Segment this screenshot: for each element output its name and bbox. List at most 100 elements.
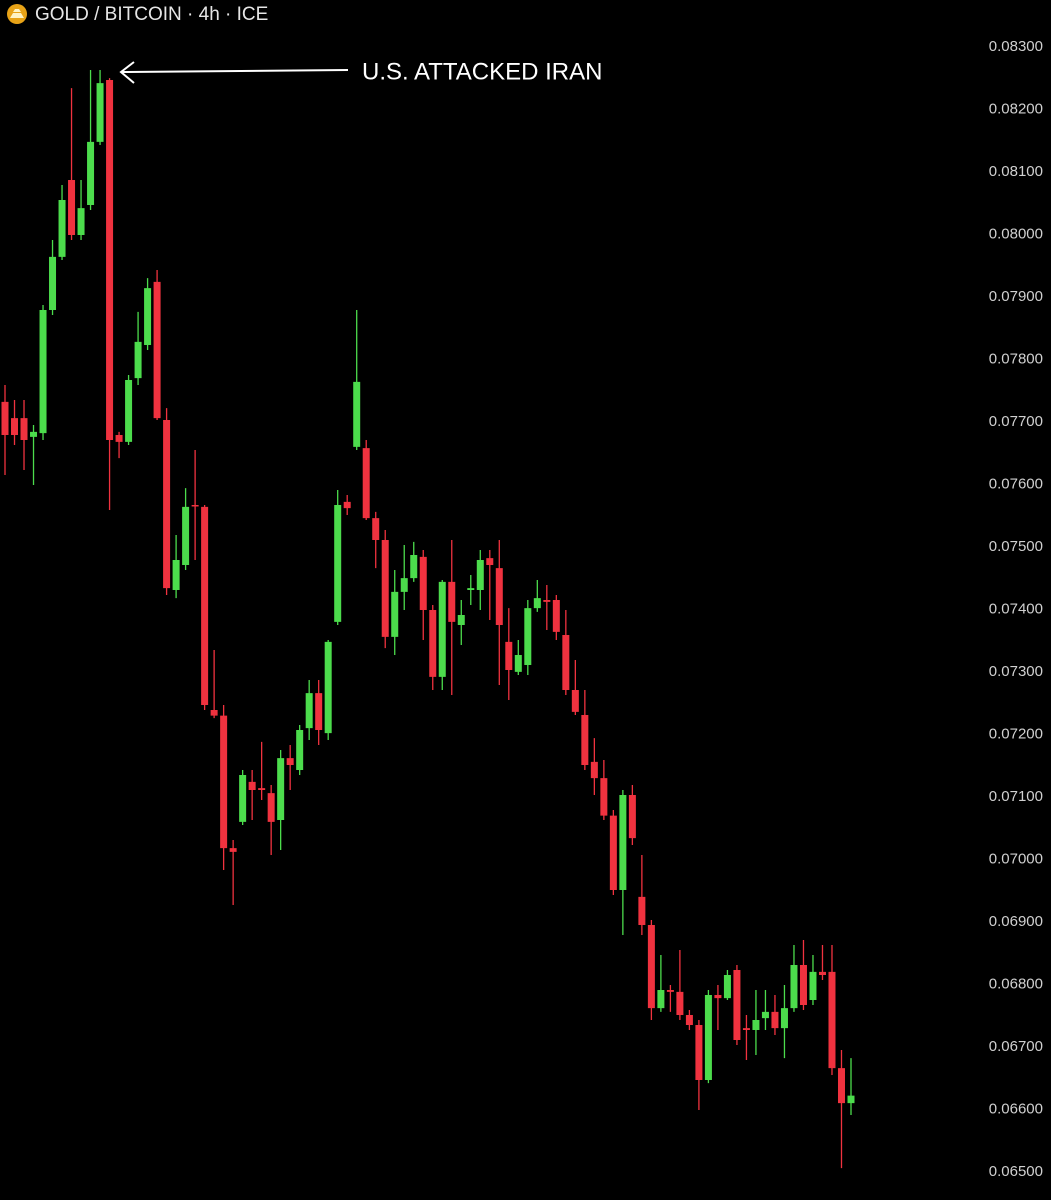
candle-body — [524, 608, 532, 665]
candle-body — [780, 1008, 788, 1029]
candle-body — [457, 615, 465, 625]
candle-body — [790, 965, 798, 1009]
candle-body — [600, 778, 608, 816]
candle-body — [324, 641, 332, 734]
candle-body — [657, 990, 665, 1009]
candle-body — [828, 971, 836, 1069]
candle-body — [153, 281, 161, 419]
candle-body — [438, 581, 446, 677]
candle-body — [258, 788, 266, 790]
candle-body — [400, 578, 408, 592]
candle-body — [676, 991, 684, 1015]
candle-body — [448, 581, 456, 622]
y-tick-label: 0.07900 — [989, 288, 1043, 305]
y-tick-label: 0.07200 — [989, 725, 1043, 742]
candle-body — [609, 815, 617, 890]
candle-body — [49, 256, 57, 310]
y-tick-label: 0.06500 — [989, 1163, 1043, 1180]
y-tick-label: 0.07800 — [989, 350, 1043, 367]
candle-body — [20, 418, 28, 440]
candle-body — [125, 380, 133, 442]
y-tick-label: 0.07500 — [989, 538, 1043, 555]
candle-body — [581, 715, 589, 765]
candle-body — [391, 591, 399, 637]
candle-body — [87, 141, 95, 205]
candle-body — [381, 540, 389, 637]
candle-body — [628, 795, 636, 839]
candle-body — [343, 501, 351, 509]
candle-body — [590, 761, 598, 779]
candle-body — [229, 848, 237, 852]
candle-body — [172, 560, 180, 590]
candle-body — [638, 896, 646, 925]
y-tick-label: 0.06700 — [989, 1038, 1043, 1055]
candle-body — [277, 758, 285, 820]
candle-body — [1, 401, 9, 435]
candle-body — [723, 975, 731, 999]
candle-body — [666, 990, 674, 992]
symbol-icon — [7, 4, 27, 24]
candle-body — [353, 381, 361, 447]
candle-body — [210, 710, 218, 716]
y-tick-label: 0.07600 — [989, 475, 1043, 492]
candle-body — [39, 310, 47, 434]
candle-body — [514, 655, 522, 672]
candle-body — [372, 518, 380, 540]
candle-body — [239, 775, 247, 822]
y-tick-label: 0.07700 — [989, 413, 1043, 430]
candle-body — [752, 1020, 760, 1030]
candle-body — [818, 971, 826, 975]
candle-body — [419, 556, 427, 610]
candle-body — [286, 758, 294, 765]
candle-body — [704, 995, 712, 1080]
candle-body — [809, 971, 817, 1000]
candle-body — [68, 180, 76, 235]
candle-body — [571, 690, 579, 712]
candle-body — [410, 555, 418, 579]
candle-body — [296, 730, 304, 770]
candle-body — [144, 288, 152, 345]
candle-body — [191, 505, 199, 507]
candle-body — [505, 641, 513, 670]
candle-body — [742, 1028, 750, 1030]
candle-body — [543, 600, 551, 602]
candle-body — [847, 1095, 855, 1104]
candle-body — [267, 793, 275, 822]
candle-body — [695, 1025, 703, 1080]
candle-body — [77, 208, 85, 235]
chart-title: GOLD / BITCOIN · 4h · ICE — [35, 4, 268, 25]
candle-body — [837, 1068, 845, 1104]
candle-body — [495, 568, 503, 625]
candle-body — [467, 588, 475, 590]
candle-body — [182, 506, 190, 565]
candle-body — [305, 693, 313, 729]
candle-body — [799, 965, 807, 1005]
y-tick-label: 0.07100 — [989, 788, 1043, 805]
candle-body — [647, 925, 655, 1009]
candle-body — [714, 995, 722, 999]
candle-body — [476, 560, 484, 590]
candle-body — [115, 435, 123, 442]
y-tick-label: 0.08100 — [989, 163, 1043, 180]
candle-body — [248, 781, 256, 790]
y-tick-label: 0.08000 — [989, 225, 1043, 242]
candle-body — [106, 80, 114, 440]
y-tick-label: 0.06800 — [989, 975, 1043, 992]
candle-body — [134, 341, 142, 379]
candle-body — [685, 1015, 693, 1025]
candle-body — [486, 558, 494, 565]
candle-body — [201, 506, 209, 705]
candle-body — [220, 715, 228, 849]
y-tick-label: 0.07000 — [989, 850, 1043, 867]
y-tick-label: 0.07300 — [989, 663, 1043, 680]
candle-body — [334, 505, 342, 622]
candle-body — [533, 598, 541, 609]
candle-body — [552, 600, 560, 632]
candle-body — [562, 635, 570, 690]
y-tick-label: 0.06900 — [989, 913, 1043, 930]
candle-body — [771, 1011, 779, 1029]
y-tick-label: 0.08300 — [989, 38, 1043, 55]
